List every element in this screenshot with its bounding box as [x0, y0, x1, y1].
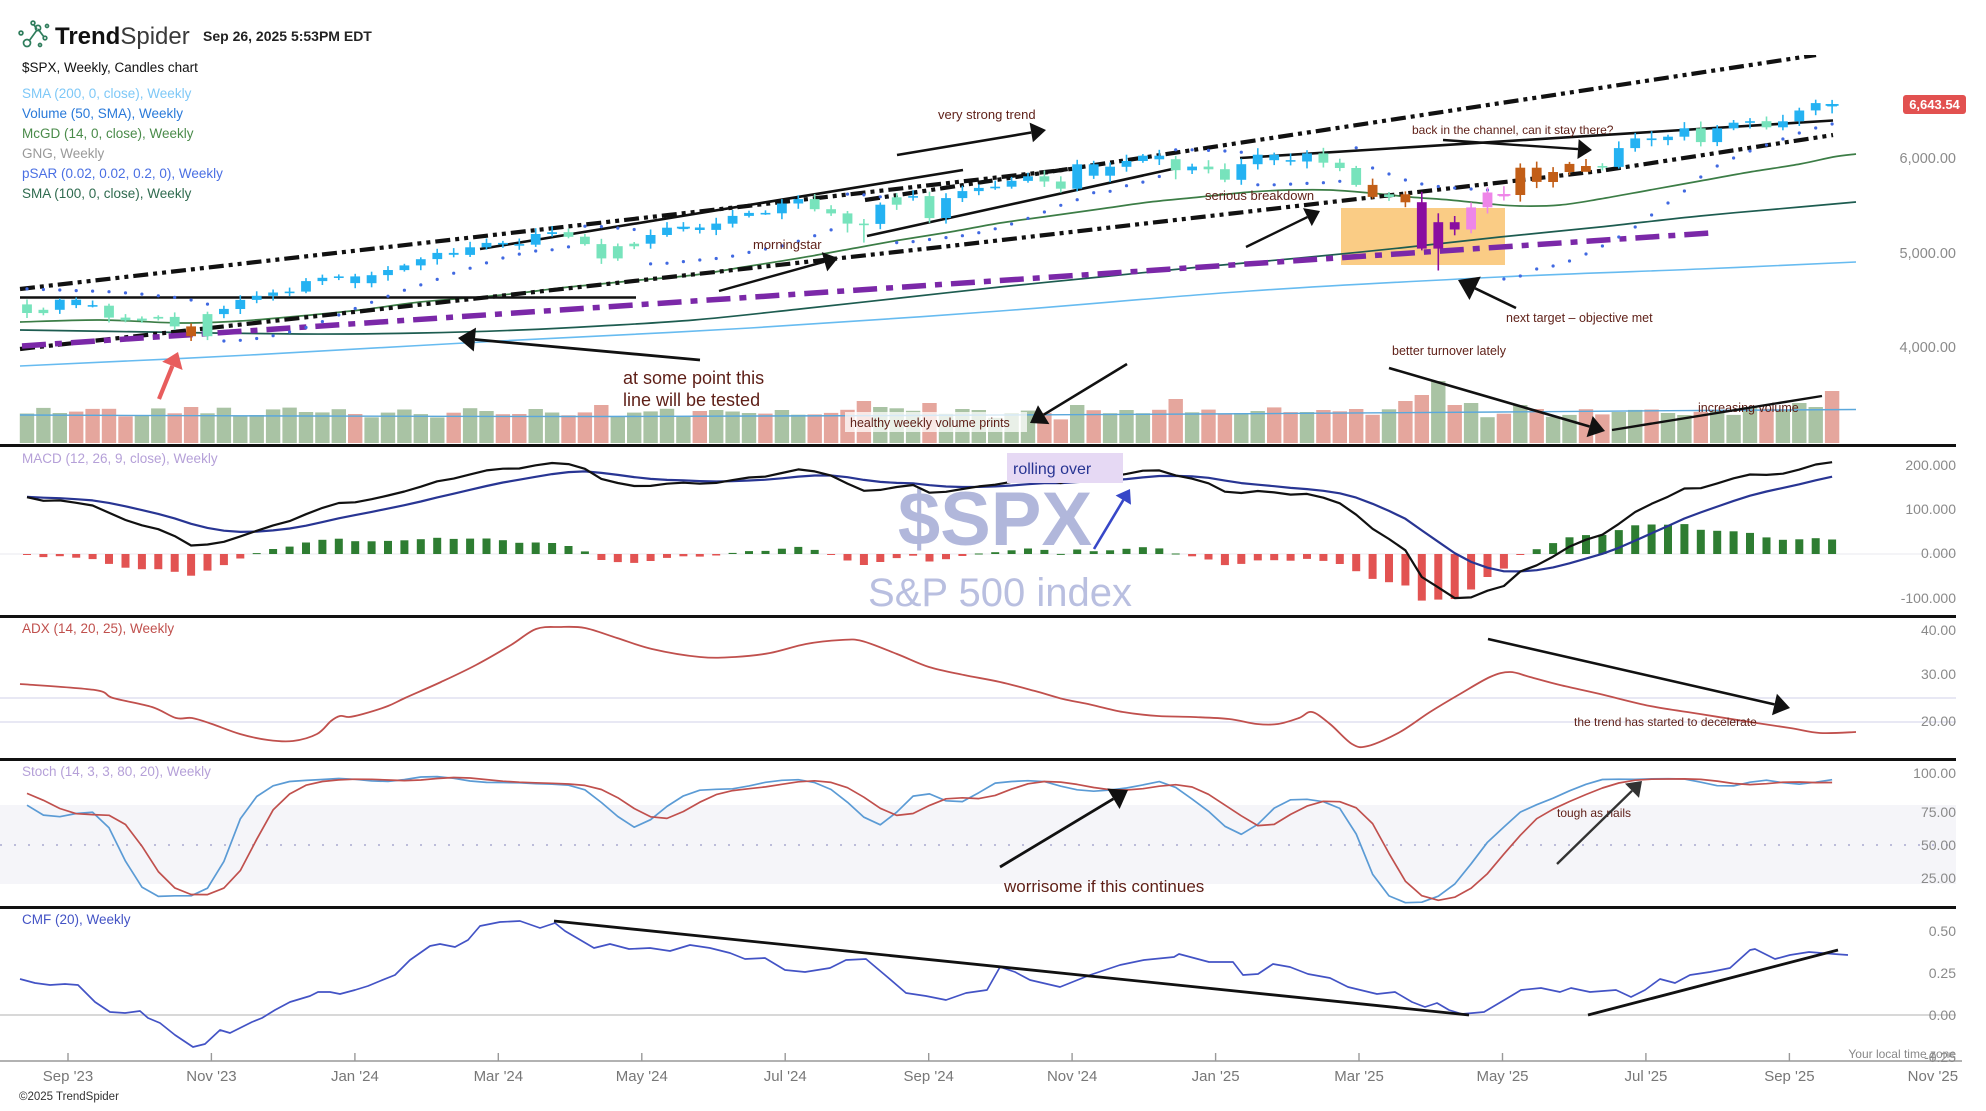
svg-text:100.00: 100.00 — [1913, 765, 1956, 781]
svg-text:20.00: 20.00 — [1921, 713, 1956, 729]
svg-text:4,000.00: 4,000.00 — [1900, 340, 1956, 356]
svg-text:GNG, Weekly: GNG, Weekly — [22, 146, 105, 161]
svg-text:next target – objective met: next target – objective met — [1506, 311, 1653, 325]
svg-text:the trend has started to decel: the trend has started to decelerate — [1574, 715, 1757, 729]
svg-text:ADX (14, 20, 25), Weekly: ADX (14, 20, 25), Weekly — [22, 621, 174, 636]
svg-text:line will be tested: line will be tested — [623, 390, 760, 410]
svg-text:McGD (14, 0, close), Weekly: McGD (14, 0, close), Weekly — [22, 126, 194, 141]
svg-text:pSAR (0.02, 0.02, 0.2, 0), Wee: pSAR (0.02, 0.02, 0.2, 0), Weekly — [22, 166, 223, 181]
svg-text:Jul '24: Jul '24 — [764, 1068, 807, 1085]
svg-text:serious breakdown: serious breakdown — [1205, 188, 1314, 203]
svg-text:6,643.54: 6,643.54 — [1909, 97, 1960, 112]
svg-text:CMF (20), Weekly: CMF (20), Weekly — [22, 912, 131, 927]
svg-text:MACD (12, 26, 9, close), Weekl: MACD (12, 26, 9, close), Weekly — [22, 451, 218, 466]
svg-text:rolling over: rolling over — [1013, 461, 1092, 478]
svg-text:5,000.00: 5,000.00 — [1900, 246, 1956, 262]
svg-text:0.00: 0.00 — [1929, 1007, 1956, 1023]
svg-text:tough as nails: tough as nails — [1557, 806, 1631, 820]
svg-text:©2025 TrendSpider: ©2025 TrendSpider — [19, 1091, 119, 1103]
svg-text:30.00: 30.00 — [1921, 666, 1956, 682]
svg-text:Stoch (14, 3, 3, 80, 20), Week: Stoch (14, 3, 3, 80, 20), Weekly — [22, 764, 211, 779]
svg-text:Nov '23: Nov '23 — [186, 1068, 236, 1085]
svg-text:Mar '25: Mar '25 — [1334, 1068, 1384, 1085]
svg-text:Sep '24: Sep '24 — [903, 1068, 953, 1085]
svg-text:May '24: May '24 — [616, 1068, 668, 1085]
svg-text:May '25: May '25 — [1476, 1068, 1528, 1085]
svg-text:Sep 26, 2025 5:53PM EDT: Sep 26, 2025 5:53PM EDT — [203, 28, 372, 44]
svg-text:Jan '25: Jan '25 — [1192, 1068, 1240, 1085]
svg-text:at some point this: at some point this — [623, 368, 764, 388]
svg-text:-0.25: -0.25 — [1924, 1049, 1956, 1065]
svg-text:worrisome if this continues: worrisome if this continues — [1003, 877, 1204, 896]
svg-text:very strong trend: very strong trend — [938, 107, 1036, 122]
svg-text:Jan '24: Jan '24 — [331, 1068, 379, 1085]
svg-text:$SPX: $SPX — [898, 477, 1093, 562]
svg-text:100.000: 100.000 — [1905, 501, 1956, 517]
svg-text:Sep '23: Sep '23 — [43, 1068, 93, 1085]
svg-text:Nov '25: Nov '25 — [1908, 1068, 1958, 1085]
svg-text:TrendSpider: TrendSpider — [55, 23, 190, 50]
svg-text:$SPX, Weekly, Candles chart: $SPX, Weekly, Candles chart — [22, 60, 198, 75]
svg-text:40.00: 40.00 — [1921, 622, 1956, 638]
svg-text:SMA (100, 0, close), Weekly: SMA (100, 0, close), Weekly — [22, 186, 192, 201]
svg-text:Mar '24: Mar '24 — [474, 1068, 524, 1085]
svg-text:morningstar: morningstar — [753, 237, 822, 252]
svg-text:Jul '25: Jul '25 — [1625, 1068, 1668, 1085]
svg-text:Volume (50, SMA), Weekly: Volume (50, SMA), Weekly — [22, 106, 183, 121]
svg-text:200.000: 200.000 — [1905, 457, 1956, 473]
svg-text:6,000.00: 6,000.00 — [1900, 151, 1956, 167]
svg-text:Nov '24: Nov '24 — [1047, 1068, 1097, 1085]
svg-text:back in the channel, can it st: back in the channel, can it stay there? — [1412, 123, 1614, 137]
svg-text:SMA (200, 0, close), Weekly: SMA (200, 0, close), Weekly — [22, 86, 192, 101]
svg-text:0.000: 0.000 — [1921, 545, 1956, 561]
svg-text:75.00: 75.00 — [1921, 804, 1956, 820]
svg-text:Your local time zone: Your local time zone — [1848, 1047, 1956, 1061]
svg-text:0.25: 0.25 — [1929, 965, 1956, 981]
svg-text:25.00: 25.00 — [1921, 870, 1956, 886]
svg-text:Sep '25: Sep '25 — [1764, 1068, 1814, 1085]
svg-text:better turnover lately: better turnover lately — [1392, 344, 1507, 358]
svg-text:S&P 500 index: S&P 500 index — [868, 571, 1132, 615]
svg-text:healthy weekly volume prints: healthy weekly volume prints — [850, 416, 1010, 430]
svg-text:0.50: 0.50 — [1929, 923, 1956, 939]
svg-text:-100.000: -100.000 — [1901, 590, 1956, 606]
svg-text:50.00: 50.00 — [1921, 837, 1956, 853]
